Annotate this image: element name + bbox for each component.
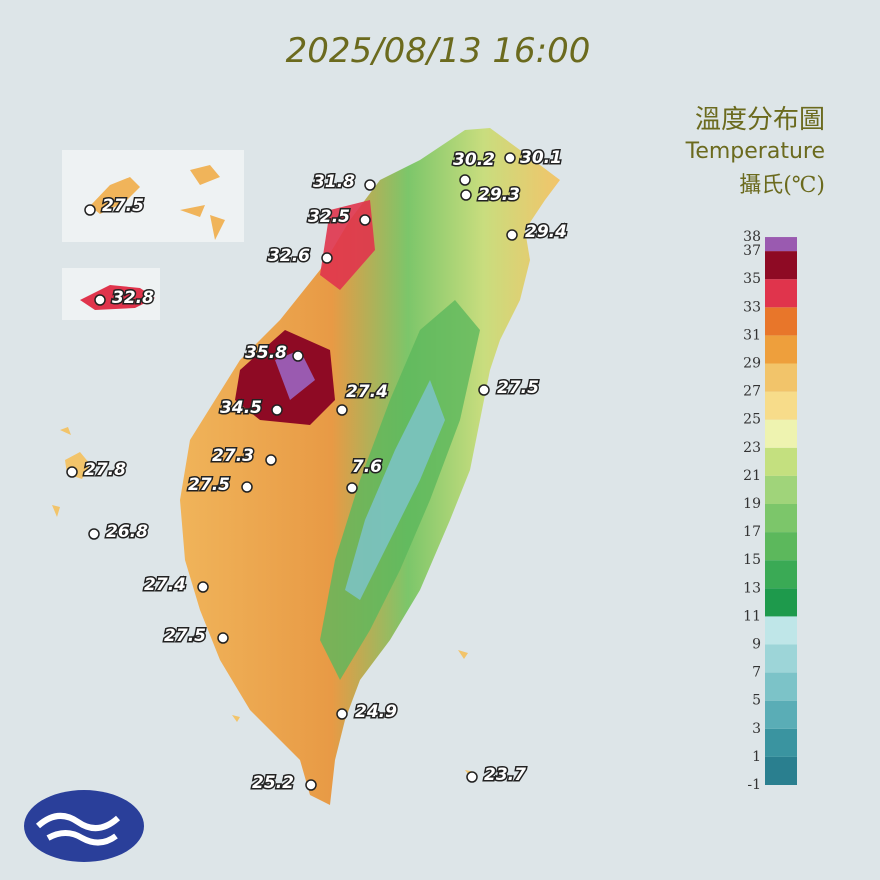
legend-band: [765, 588, 797, 617]
station-value: 32.8: [112, 288, 154, 308]
station-value: 34.5: [220, 398, 262, 418]
legend-tick: 9: [752, 637, 761, 653]
station-dot: [265, 454, 277, 466]
legend-band: [765, 237, 797, 252]
legend-tick: 15: [743, 552, 761, 568]
legend-band: [765, 672, 797, 701]
legend-band: [765, 279, 797, 308]
station-dot: [88, 528, 100, 540]
legend-tick: 29: [743, 356, 761, 372]
legend-tick: -1: [747, 777, 761, 793]
station-value: 31.8: [313, 172, 355, 192]
legend-tick: 13: [743, 580, 761, 596]
station-value: 27.5: [497, 378, 539, 398]
station-value: 32.6: [268, 246, 310, 266]
title-en: Temperature: [685, 139, 825, 164]
station-dot: [321, 252, 333, 264]
legend-band: [765, 363, 797, 392]
timestamp: 2025/08/13 16:00: [286, 31, 591, 71]
station-dot: [94, 294, 106, 306]
station-value: 7.6: [352, 457, 382, 477]
legend-band: [765, 644, 797, 673]
legend-band: [765, 560, 797, 589]
station-value: 27.8: [84, 460, 126, 480]
station-dot: [336, 708, 348, 720]
station-value: 24.9: [355, 702, 397, 722]
station-dot: [336, 404, 348, 416]
legend-band: [765, 532, 797, 561]
title-zh: 溫度分布圖: [695, 105, 825, 135]
legend-tick: 1: [752, 749, 761, 765]
station-value: 29.4: [525, 222, 567, 242]
station-dot: [271, 404, 283, 416]
legend-tick: 21: [743, 468, 761, 484]
legend-band: [765, 335, 797, 364]
peak-heat: [275, 350, 315, 400]
legend-band: [765, 307, 797, 336]
station-value: 32.5: [308, 207, 350, 227]
legend-tick: 25: [743, 412, 761, 428]
legend-band: [765, 419, 797, 448]
legend-tick: 31: [743, 327, 761, 343]
legend-tick: 3: [752, 721, 761, 737]
legend-band: [765, 728, 797, 757]
station-dot: [346, 482, 358, 494]
station-value: 27.4: [346, 382, 388, 402]
station-dot: [241, 481, 253, 493]
station-value: 25.2: [252, 773, 294, 793]
legend-band: [765, 475, 797, 504]
station-value: 26.8: [106, 522, 148, 542]
legend-tick: 33: [743, 299, 761, 315]
legend-band: [765, 251, 797, 280]
station-value: 30.2: [453, 150, 495, 170]
legend-tick: 11: [743, 608, 761, 624]
logo-wave: [35, 813, 121, 846]
legend-tick: 5: [752, 693, 761, 709]
station-dot: [504, 152, 516, 164]
station-value: 27.4: [144, 575, 186, 595]
station-dot: [460, 189, 472, 201]
legend-tick: 37: [743, 243, 761, 259]
station-value: 27.5: [164, 626, 206, 646]
station-dot: [364, 179, 376, 191]
legend-tick: 17: [743, 524, 761, 540]
station-dot: [197, 581, 209, 593]
station-dot: [359, 214, 371, 226]
legend-tick: 27: [743, 384, 761, 400]
matsu-islands: [90, 165, 225, 240]
legend-band: [765, 391, 797, 420]
station-value: 35.8: [245, 343, 287, 363]
station-value: 27.3: [212, 446, 254, 466]
station-dot: [466, 771, 478, 783]
station-dot: [217, 632, 229, 644]
station-value: 23.7: [484, 765, 526, 785]
legend-band: [765, 447, 797, 476]
station-value: 27.5: [102, 196, 144, 216]
station-dot: [459, 174, 471, 186]
legend-band: [765, 700, 797, 729]
legend-band: [765, 504, 797, 533]
legend-tick: 23: [743, 440, 761, 456]
legend-tick: 35: [743, 271, 761, 287]
station-dot: [478, 384, 490, 396]
station-dot: [84, 204, 96, 216]
station-dot: [305, 779, 317, 791]
legend-band: [765, 616, 797, 645]
station-value: 27.5: [188, 475, 230, 495]
legend-tick: 19: [743, 496, 761, 512]
station-dot: [506, 229, 518, 241]
legend-tick: 7: [752, 665, 761, 681]
high-peaks: [345, 380, 445, 600]
station-dot: [66, 466, 78, 478]
legend-tick: 38: [743, 229, 761, 245]
station-value: 30.1: [520, 148, 562, 168]
station-dot: [292, 350, 304, 362]
legend-band: [765, 756, 797, 785]
station-value: 29.3: [478, 185, 520, 205]
unit: 攝氏(℃): [739, 173, 825, 198]
